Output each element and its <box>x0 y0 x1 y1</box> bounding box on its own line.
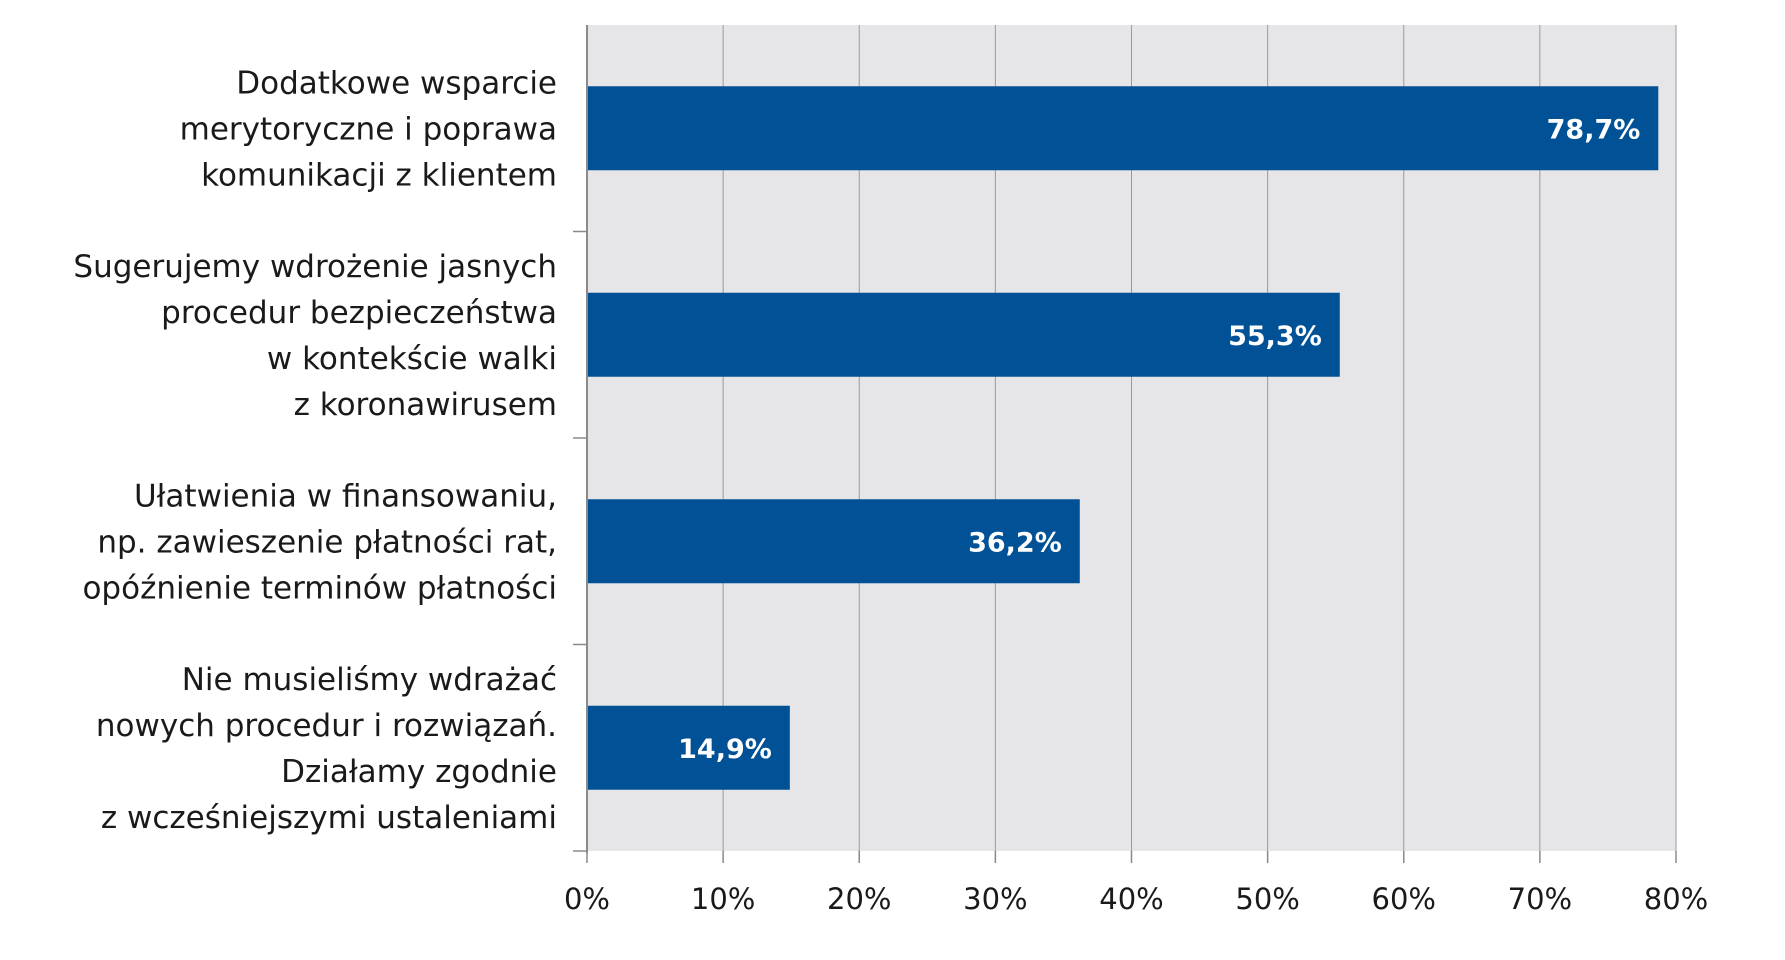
x-tick-label: 30% <box>963 882 1027 916</box>
x-tick-label: 80% <box>1644 882 1708 916</box>
category-label: z koronawirusem <box>294 387 557 423</box>
x-tick-label: 20% <box>827 882 891 916</box>
x-tick-label: 60% <box>1372 882 1436 916</box>
category-label: z wcześniejszymi ustaleniami <box>101 800 557 836</box>
category-label: nowych procedur i rozwiązań. <box>96 708 557 744</box>
x-tick-label: 40% <box>1099 882 1163 916</box>
x-tick-label: 10% <box>691 882 755 916</box>
x-tick-label: 0% <box>564 882 610 916</box>
bar <box>588 86 1659 171</box>
category-label: Ułatwienia w finansowaniu, <box>134 478 557 514</box>
x-tick-label: 50% <box>1235 882 1299 916</box>
category-label: np. zawieszenie płatności rat, <box>97 524 557 560</box>
category-label: Działamy zgodnie <box>281 754 557 790</box>
category-label: komunikacji z klientem <box>201 157 557 193</box>
category-label: procedur bezpieczeństwa <box>161 295 557 331</box>
bar <box>588 705 790 790</box>
category-label: w kontekście walki <box>267 341 557 377</box>
category-label: Nie musieliśmy wdrażać <box>182 662 557 698</box>
bar <box>588 292 1340 377</box>
data-label: 78,7% <box>1547 114 1641 145</box>
category-label: Sugerujemy wdrożenie jasnych <box>73 249 557 285</box>
data-label: 55,3% <box>1228 321 1322 352</box>
data-label: 36,2% <box>968 527 1062 558</box>
x-tick-label: 70% <box>1508 882 1572 916</box>
category-label: opóźnienie terminów płatności <box>82 570 557 606</box>
bar <box>588 499 1080 584</box>
category-label: Dodatkowe wsparcie <box>236 65 557 101</box>
data-label: 14,9% <box>678 734 772 765</box>
category-label: merytoryczne i poprawa <box>180 111 557 147</box>
